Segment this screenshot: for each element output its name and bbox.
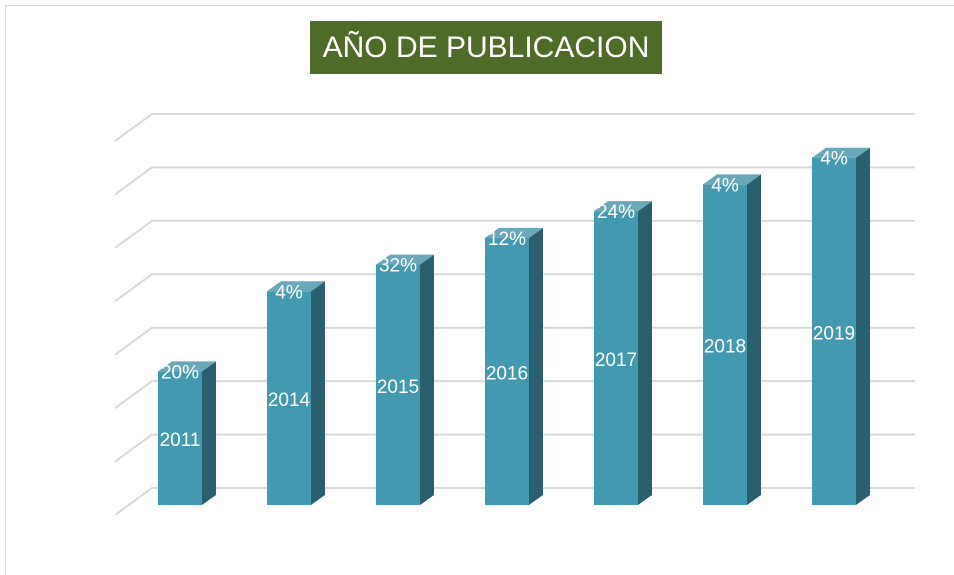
bar: [703, 184, 747, 505]
grid-line: [114, 380, 915, 409]
grid-line: [114, 326, 915, 356]
bar-top: [594, 201, 652, 212]
percent-label: 32%: [379, 256, 417, 277]
bar-top: [158, 361, 216, 372]
grid-line: [114, 273, 915, 303]
title-box: [310, 21, 662, 74]
bar-top: [267, 281, 325, 292]
bar-side: [311, 281, 325, 505]
chart-frame: [5, 5, 954, 575]
bar-top: [376, 254, 434, 265]
bar-top: [812, 147, 870, 158]
value-label: 2018: [704, 337, 746, 358]
value-label: 2016: [486, 363, 528, 384]
grid-line: [114, 113, 915, 142]
bar: [485, 237, 529, 505]
grid-line: [114, 433, 915, 463]
bar-side: [420, 254, 434, 505]
bar: [376, 264, 420, 505]
bar-side: [747, 174, 761, 505]
grid-line: [114, 166, 915, 196]
value-label: 2015: [377, 377, 419, 398]
percent-label: 24%: [597, 202, 635, 223]
percent-label: 4%: [820, 149, 848, 170]
bar-side: [638, 201, 652, 505]
bar: [594, 211, 638, 505]
bar-side: [202, 361, 216, 505]
bar: [267, 291, 311, 505]
bar-top: [703, 174, 761, 185]
bar-side: [856, 147, 870, 505]
bar-side: [529, 227, 543, 505]
bar-top: [485, 227, 543, 238]
value-label: 2019: [813, 323, 855, 344]
percent-label: 4%: [275, 282, 303, 303]
value-label: 2011: [160, 430, 201, 451]
value-label: 2014: [268, 390, 311, 411]
grid-line: [114, 219, 915, 249]
percent-label: 20%: [161, 362, 199, 383]
bar: [812, 157, 856, 505]
bar: [158, 371, 202, 505]
percent-label: 4%: [711, 175, 739, 196]
grid-line: [114, 487, 915, 516]
percent-label: 12%: [488, 229, 526, 250]
chart-title: AÑO DE PUBLICACION: [323, 30, 650, 64]
value-label: 2017: [595, 350, 637, 371]
